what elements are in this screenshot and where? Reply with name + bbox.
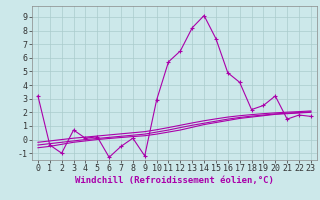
- X-axis label: Windchill (Refroidissement éolien,°C): Windchill (Refroidissement éolien,°C): [75, 176, 274, 185]
